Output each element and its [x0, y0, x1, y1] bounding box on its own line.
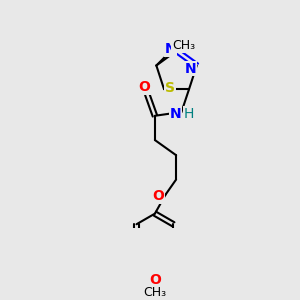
Text: N: N [165, 42, 176, 56]
Text: CH₃: CH₃ [172, 39, 195, 52]
Text: O: O [152, 189, 164, 203]
Text: CH₃: CH₃ [143, 286, 167, 299]
Text: O: O [149, 273, 161, 287]
Text: O: O [138, 80, 150, 94]
Text: N: N [169, 106, 181, 121]
Text: N: N [185, 61, 197, 76]
Text: S: S [165, 81, 175, 95]
Text: H: H [184, 106, 194, 121]
